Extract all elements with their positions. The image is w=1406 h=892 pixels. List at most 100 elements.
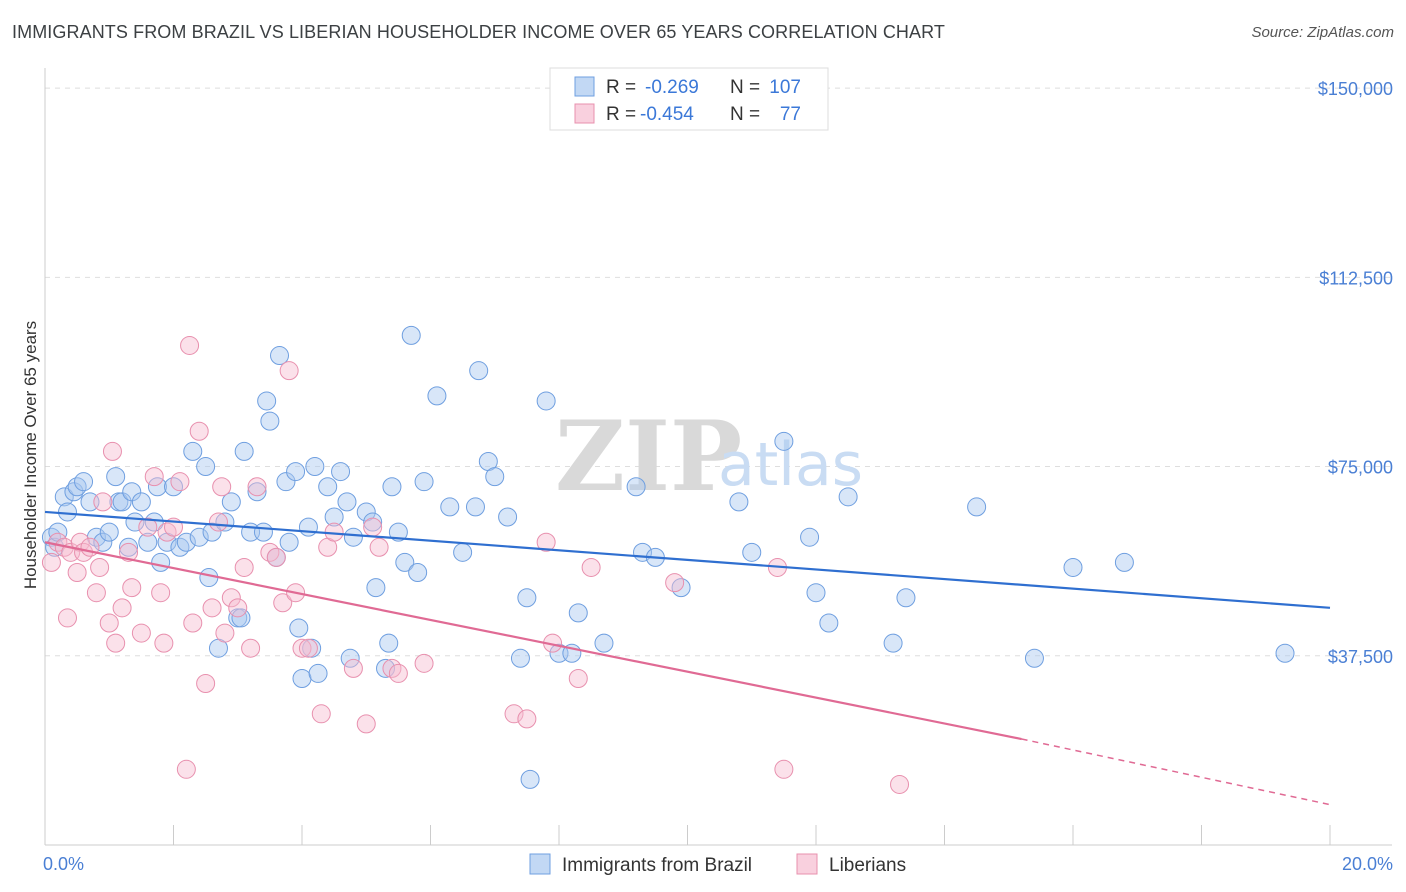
bottom-legend-label-brazil: Immigrants from Brazil bbox=[562, 855, 752, 876]
point-brazil bbox=[64, 482, 84, 502]
point-brazil bbox=[440, 497, 460, 517]
point-brazil bbox=[170, 537, 190, 557]
point-brazil bbox=[122, 482, 142, 502]
y-tick-label: $150,000 bbox=[1318, 79, 1393, 99]
point-liberians bbox=[388, 663, 408, 683]
bottom-legend-label-liberians: Liberians bbox=[829, 855, 906, 876]
legend-n-value: 107 bbox=[769, 77, 801, 98]
point-brazil bbox=[93, 532, 113, 552]
point-brazil bbox=[536, 391, 556, 411]
point-brazil bbox=[806, 583, 826, 603]
source-credit: Source: ZipAtlas.com bbox=[1251, 24, 1394, 41]
point-brazil bbox=[967, 497, 987, 517]
point-liberians bbox=[292, 638, 312, 658]
point-liberians bbox=[189, 421, 209, 441]
bottom-legend: Immigrants from Brazil Liberians bbox=[529, 853, 906, 876]
point-brazil bbox=[119, 537, 139, 557]
point-brazil bbox=[260, 411, 280, 431]
point-liberians bbox=[665, 573, 685, 593]
point-brazil bbox=[298, 517, 318, 537]
point-liberians bbox=[279, 361, 299, 381]
watermark-atlas: atlas bbox=[718, 430, 863, 500]
point-liberians bbox=[215, 623, 235, 643]
point-brazil bbox=[469, 361, 489, 381]
point-liberians bbox=[241, 638, 261, 658]
point-brazil bbox=[183, 441, 203, 461]
point-liberians bbox=[106, 633, 126, 653]
y-axis-title: Householder Income Over 65 years bbox=[21, 321, 40, 589]
point-brazil bbox=[594, 633, 614, 653]
point-brazil bbox=[189, 527, 209, 547]
legend-swatch-liberians bbox=[574, 103, 595, 124]
point-brazil bbox=[1024, 648, 1044, 668]
point-liberians bbox=[311, 704, 331, 724]
point-liberians bbox=[183, 613, 203, 633]
legend-n-label: N = bbox=[730, 77, 760, 98]
bottom-legend-swatch-brazil bbox=[529, 853, 551, 875]
point-brazil bbox=[253, 522, 273, 542]
point-brazil bbox=[465, 497, 485, 517]
trend-line-liberians bbox=[44, 541, 1022, 741]
point-brazil bbox=[819, 613, 839, 633]
point-brazil bbox=[498, 507, 518, 527]
point-brazil bbox=[57, 502, 77, 522]
point-brazil bbox=[54, 487, 74, 507]
point-brazil bbox=[337, 492, 357, 512]
point-liberians bbox=[382, 658, 402, 678]
point-brazil bbox=[896, 588, 916, 608]
point-brazil bbox=[151, 552, 171, 572]
point-brazil bbox=[164, 477, 183, 497]
point-brazil bbox=[289, 618, 309, 638]
point-liberians bbox=[57, 608, 77, 628]
point-brazil bbox=[517, 588, 537, 608]
point-liberians bbox=[180, 335, 200, 355]
point-liberians bbox=[138, 517, 158, 537]
legend-r-value: -0.269 bbox=[645, 77, 699, 98]
legend-n-label: N = bbox=[730, 104, 760, 125]
x-tick-label: 20.0% bbox=[1342, 854, 1393, 874]
point-liberians bbox=[273, 593, 293, 613]
legend-row-brazil: R = -0.269 N = 107 bbox=[574, 76, 801, 98]
point-liberians bbox=[504, 704, 524, 724]
point-brazil bbox=[742, 542, 762, 562]
point-brazil bbox=[395, 552, 415, 572]
point-brazil bbox=[343, 527, 363, 547]
point-brazil bbox=[427, 386, 447, 406]
point-liberians bbox=[266, 547, 286, 567]
legend-r-label: R = bbox=[606, 77, 636, 98]
point-brazil bbox=[382, 477, 402, 497]
trend-line-liberians-extrapolated bbox=[1021, 738, 1331, 806]
y-tick-label: $75,000 bbox=[1328, 458, 1393, 478]
point-brazil bbox=[671, 578, 691, 598]
point-brazil bbox=[324, 507, 344, 527]
point-liberians bbox=[99, 613, 119, 633]
point-brazil bbox=[1275, 643, 1295, 663]
point-brazil bbox=[1114, 552, 1134, 572]
gridlines bbox=[45, 87, 1395, 657]
trend-lines bbox=[44, 510, 1331, 806]
point-brazil bbox=[729, 492, 749, 512]
y-tick-label: $37,500 bbox=[1328, 647, 1393, 667]
point-brazil bbox=[106, 467, 126, 487]
point-brazil bbox=[247, 482, 267, 502]
point-brazil bbox=[221, 492, 241, 512]
point-brazil bbox=[800, 527, 820, 547]
point-brazil bbox=[388, 522, 408, 542]
point-liberians bbox=[369, 537, 389, 557]
point-liberians bbox=[536, 532, 556, 552]
data-points bbox=[41, 325, 1295, 794]
point-liberians bbox=[41, 552, 61, 572]
point-brazil bbox=[838, 487, 858, 507]
point-liberians bbox=[154, 633, 174, 653]
point-brazil bbox=[774, 431, 794, 451]
point-liberians bbox=[363, 517, 383, 537]
point-liberians bbox=[176, 759, 196, 779]
point-brazil bbox=[138, 532, 158, 552]
point-brazil bbox=[131, 492, 151, 512]
point-liberians bbox=[86, 583, 106, 603]
point-brazil bbox=[363, 512, 383, 532]
point-liberians bbox=[208, 512, 228, 532]
point-liberians bbox=[568, 668, 588, 688]
point-liberians bbox=[202, 598, 222, 618]
